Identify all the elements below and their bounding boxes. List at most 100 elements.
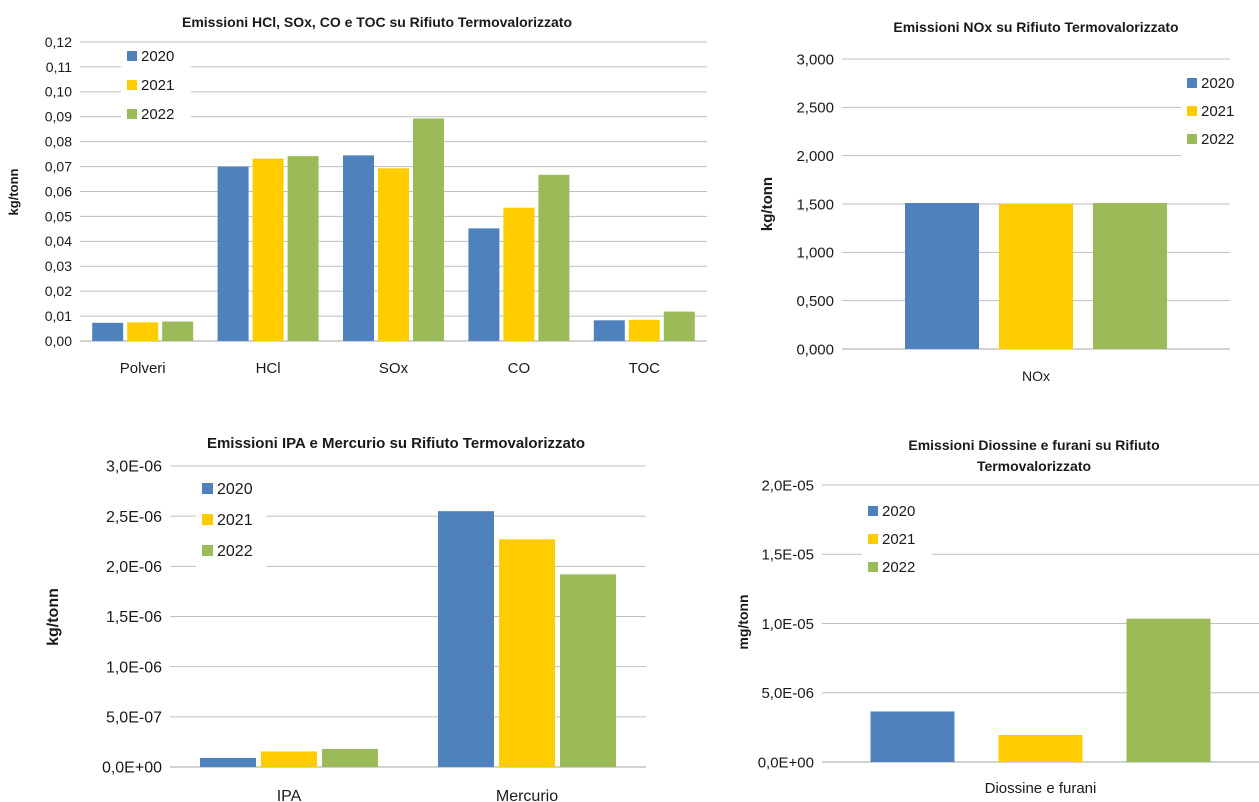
bar-2020-hcl [217,166,249,341]
y-tick-label: 2,5E-06 [106,509,162,526]
bar-2022-co [538,174,570,341]
legend-swatch-2020 [1187,78,1197,88]
chart-3: 0,0E+00 5,0E-07 1,0E-06 1,5E-06 2,0E-06 2,5E-… [45,435,646,802]
y-tick-label: 1,000 [796,245,834,262]
bar-2022-diossine-e-furani [1126,618,1211,762]
bar-2020-toc [593,320,625,341]
bar-2020-ipa [200,757,256,767]
y-tick-label: 5,0E-06 [761,685,814,702]
y-tick-label: 0,0E+00 [758,754,814,771]
y-tick-label: 0,03 [45,258,72,274]
y-tick-label: 0,00 [45,333,72,349]
x-category-label: TOC [629,360,661,377]
legend-label-2022: 2022 [141,106,174,123]
legend-background [862,503,932,591]
bar-2022-polveri [162,321,194,341]
x-category-label: HCl [256,360,281,377]
y-tick-label: 0,10 [45,84,72,100]
legend-label-2020: 2020 [1201,75,1234,92]
x-category-label: SOx [379,360,409,377]
legend-swatch-2020 [127,51,137,61]
bar-2020-sox [343,155,374,341]
chart-2: 0,000 0,500 1,000 1,500 2,000 2,500 3,000 NOx 20… [759,19,1251,384]
legend-label-2020: 2020 [141,48,174,65]
legend-label-2021: 2021 [1201,103,1234,120]
legend-label-2021: 2021 [141,77,174,94]
bar-2022-ipa [322,748,378,767]
bar-2020-co [468,228,500,341]
chart-1: 0,00 0,01 0,02 0,03 0,04 0,05 0,06 0,07 0,08 0,09… [6,14,707,377]
bar-2021-toc [628,319,660,341]
bar-2020-nox [905,203,979,349]
bar-2022-nox [1093,203,1167,349]
legend-label-2022: 2022 [882,559,915,576]
bar-2022-hcl [287,156,319,341]
chart-4: 0,0E+00 5,0E-06 1,0E-05 1,5E-05 2,0E-05 Dioss… [735,437,1259,797]
y-tick-label: 0,04 [45,233,72,249]
legend-background [1181,75,1251,163]
y-tick-label: 5,0E-07 [106,709,162,726]
bar-2021-nox [999,204,1073,349]
legend-swatch-2022 [868,562,878,572]
y-tick-label: 3,000 [796,51,834,68]
y-tick-label: 0,01 [45,308,72,324]
bar-2021-hcl [252,158,284,341]
legend-swatch-2021 [202,514,213,525]
legend-swatch-2022 [1187,134,1197,144]
bar-2022-toc [663,311,695,341]
legend-swatch-2021 [127,80,137,90]
y-tick-label: 0,06 [45,183,72,199]
y-tick-label: 0,500 [796,293,834,310]
legend-swatch-2022 [127,109,137,119]
chart-title: Emissioni Diossine e furani su Rifiuto [908,437,1159,453]
y-axis-label: mg/tonn [735,594,751,649]
chart-title: Emissioni IPA e Mercurio su Rifiuto Term… [207,435,585,452]
y-tick-label: 0,02 [45,283,72,299]
legend-swatch-2020 [202,483,213,494]
bar-2021-diossine-e-furani [998,734,1083,762]
y-tick-label: 0,12 [45,34,72,50]
legend-swatch-2022 [202,545,213,556]
y-tick-label: 3,0E-06 [106,459,162,476]
legend-swatch-2021 [868,534,878,544]
y-tick-label: 0,09 [45,109,72,125]
y-tick-label: 2,000 [796,148,834,165]
y-tick-label: 0,08 [45,134,72,150]
legend-label-2021: 2021 [217,512,253,529]
y-tick-label: 0,07 [45,158,72,174]
y-axis-label: kg/tonn [759,177,776,231]
legend-label-2020: 2020 [882,503,915,520]
chart-title: Termovalorizzato [977,458,1091,474]
legend-background [196,481,266,578]
x-category-label: Mercurio [496,788,558,802]
y-tick-label: 1,0E-06 [106,659,162,676]
y-tick-label: 0,11 [46,59,72,75]
bar-2022-mercurio [560,574,616,767]
legend-label-2022: 2022 [1201,131,1234,148]
y-tick-label: 1,5E-05 [761,547,814,564]
chart-title: Emissioni HCl, SOx, CO e TOC su Rifiuto … [182,14,572,30]
bar-2021-co [503,207,535,341]
x-category-label: Polveri [120,360,166,377]
x-category-label: NOx [1022,368,1050,384]
bar-2021-mercurio [499,539,555,767]
x-category-label: Diossine e furani [985,780,1097,797]
legend-label-2022: 2022 [217,543,253,560]
y-tick-label: 0,000 [796,341,834,358]
legend-swatch-2021 [1187,106,1197,116]
chart-title: Emissioni NOx su Rifiuto Termovalorizzat… [893,19,1178,35]
bar-2021-polveri [127,322,159,341]
y-tick-label: 0,05 [45,208,72,224]
y-tick-label: 1,0E-05 [761,616,814,633]
y-tick-label: 2,500 [796,100,834,117]
x-category-label: IPA [277,788,302,802]
bar-2020-diossine-e-furani [870,711,955,762]
y-tick-label: 2,0E-05 [761,477,814,494]
bar-2021-sox [378,168,409,341]
bar-2021-ipa [261,751,317,767]
legend-label-2021: 2021 [882,531,915,548]
y-tick-label: 2,0E-06 [106,559,162,576]
y-tick-label: 1,500 [796,196,834,213]
bar-2022-sox [413,118,444,341]
